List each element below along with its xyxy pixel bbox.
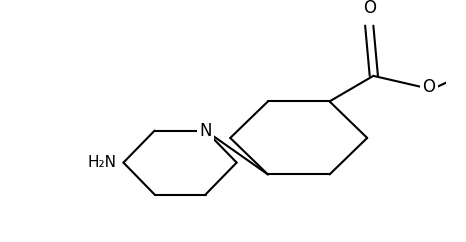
Text: N: N — [199, 122, 212, 140]
Text: O: O — [363, 0, 376, 17]
Text: H₂N: H₂N — [87, 155, 116, 170]
Text: O: O — [423, 78, 436, 96]
